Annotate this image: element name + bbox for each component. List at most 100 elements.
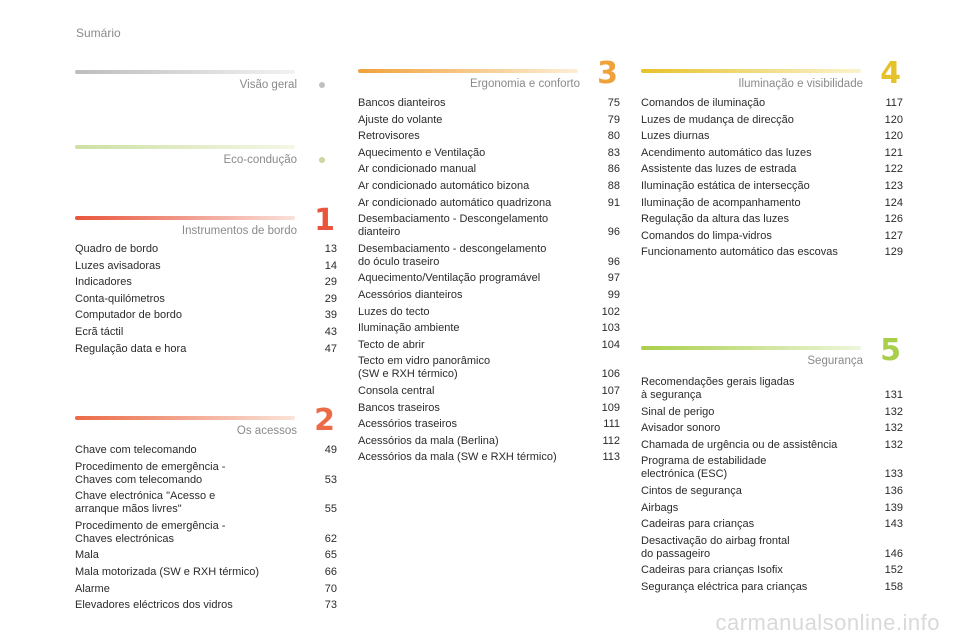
toc-entry[interactable]: Ar condicionado manual 86 (358, 163, 620, 176)
toc-entry-label: Luzes de mudança de direcção (641, 113, 794, 126)
toc-entry[interactable]: Desembaciamento - Descongelamento diante… (358, 213, 620, 239)
toc-entry[interactable]: Acendimento automático das luzes 121 (641, 147, 903, 160)
toc-entry-label: Acessórios dianteiros (358, 288, 463, 301)
toc-entry[interactable]: Mala motorizada (SW e RXH térmico) 66 (75, 566, 337, 579)
toc-entry[interactable]: Indicadores 29 (75, 276, 337, 289)
toc-entry-label: Desembaciamento - Descongelamento diante… (358, 213, 549, 239)
toc-entry-label: Procedimento de emergência - Chaves com … (75, 460, 226, 486)
toc-entry[interactable]: Desactivação do airbag frontal do passag… (641, 535, 903, 561)
toc-entry-label: Aquecimento e Ventilação (358, 146, 486, 159)
toc-entry-label: Ajuste do volante (358, 113, 443, 126)
bullet-dot-icon (319, 157, 325, 163)
toc-entry[interactable]: Procedimento de emergência - Chaves elec… (75, 520, 337, 546)
toc-entry-page: 49 (324, 444, 337, 456)
toc-entry-page: 86 (607, 163, 620, 176)
toc-entry-label: Mala motorizada (SW e RXH térmico) (75, 565, 259, 578)
toc-entry[interactable]: Aquecimento e Ventilação 83 (358, 147, 620, 160)
toc-entry-page: 143 (884, 518, 903, 531)
toc-entry[interactable]: Iluminação estática de intersecção 123 (641, 180, 903, 193)
toc-entry[interactable]: Quadro de bordo 13 (75, 243, 337, 256)
toc-entry[interactable]: Recomendações gerais ligadas à segurança… (641, 376, 903, 402)
toc-entry[interactable]: Tecto de abrir 104 (358, 339, 620, 352)
toc-entry[interactable]: Luzes do tecto 102 (358, 306, 620, 319)
toc-entry-page: 47 (324, 342, 337, 355)
toc-entry-page: 103 (601, 322, 620, 335)
toc-entry[interactable]: Airbags 139 (641, 502, 903, 515)
toc-entry[interactable]: Cintos de segurança 136 (641, 485, 903, 498)
toc-entry[interactable]: Iluminação ambiente 103 (358, 322, 620, 335)
toc-entry[interactable]: Sinal de perigo 132 (641, 406, 903, 419)
toc-entry-page: 65 (324, 549, 337, 562)
toc-entry-page: 14 (324, 259, 337, 272)
toc-entry[interactable]: Chave com telecomando 49 (75, 444, 337, 457)
toc-entry[interactable]: Iluminação de acompanhamento 124 (641, 197, 903, 210)
toc-entry-label: Alarme (75, 582, 110, 595)
toc-entry[interactable]: Avisador sonoro 132 (641, 422, 903, 435)
toc-entry[interactable]: Acessórios traseiros 111 (358, 418, 620, 431)
toc-entry-page: 73 (324, 599, 337, 612)
toc-entry[interactable]: Ajuste do volante 79 (358, 114, 620, 127)
toc-entry[interactable]: Regulação da altura das luzes 126 (641, 213, 903, 226)
toc-entry[interactable]: Tecto em vidro panorâmico (SW e RXH térm… (358, 355, 620, 381)
toc-entry[interactable]: Ecrã táctil 43 (75, 326, 337, 339)
toc-entry[interactable]: Luzes avisadoras 14 (75, 260, 337, 273)
toc-entry-label: Acendimento automático das luzes (641, 146, 812, 159)
toc-entry[interactable]: Bancos traseiros 109 (358, 402, 620, 415)
toc-entry[interactable]: Ar condicionado automático bizona 88 (358, 180, 620, 193)
toc-entry[interactable]: Computador de bordo 39 (75, 309, 337, 322)
toc-entry[interactable]: Assistente das luzes de estrada 122 (641, 163, 903, 176)
toc-entry[interactable]: Bancos dianteiros 75 (358, 97, 620, 110)
toc-entry-label: Acessórios da mala (SW e RXH térmico) (358, 451, 557, 464)
toc-entry[interactable]: Aquecimento/Ventilação programável 97 (358, 272, 620, 285)
toc-entry-page: 39 (324, 309, 337, 322)
toc-entry[interactable]: Luzes de mudança de direcção 120 (641, 114, 903, 127)
toc-entry[interactable]: Desembaciamento - descongelamento do ócu… (358, 243, 620, 269)
toc-list: Bancos dianteiros 75 Ajuste do volante 79 Re… (358, 97, 620, 464)
toc-entry-label: Sinal de perigo (641, 405, 715, 418)
toc-entry-page: 127 (884, 229, 903, 242)
toc-entry-page: 97 (607, 272, 620, 285)
toc-entry-label: Tecto em vidro panorâmico (SW e RXH térm… (358, 355, 491, 381)
toc-entry-page: 117 (885, 97, 903, 109)
toc-entry[interactable]: Programa de estabilidade electrónica (ES… (641, 455, 903, 481)
toc-entry[interactable]: Elevadores eléctricos dos vidros 73 (75, 599, 337, 612)
section-title: Os acessos (236, 425, 297, 437)
toc-entry[interactable]: Comandos do limpa-vidros 127 (641, 230, 903, 243)
section-bar (75, 216, 295, 220)
toc-entry[interactable]: Cadeiras para crianças 143 (641, 518, 903, 531)
toc-entry[interactable]: Funcionamento automático das escovas 129 (641, 246, 903, 259)
toc-entry[interactable]: Cadeiras para crianças Isofix 152 (641, 564, 903, 577)
toc-entry[interactable]: Ar condicionado automático quadrizona 91 (358, 197, 620, 210)
toc-entry[interactable]: Acessórios da mala (Berlina) 112 (358, 435, 620, 448)
toc-entry[interactable]: Segurança eléctrica para crianças 158 (641, 581, 903, 594)
section-visao-geral[interactable]: Visão geral (75, 70, 337, 94)
section-number-1: 1 (314, 203, 335, 238)
toc-entry[interactable]: Consola central 107 (358, 385, 620, 398)
section-bar (75, 70, 295, 74)
toc-entry-page: 70 (324, 582, 337, 595)
toc-entry-label: Computador de bordo (75, 309, 183, 322)
toc-entry[interactable]: Comandos de iluminação 117 (641, 97, 903, 110)
toc-entry[interactable]: Mala 65 (75, 549, 337, 562)
toc-entry[interactable]: Retrovisores 80 (358, 130, 620, 143)
toc-entry-label: Acessórios da mala (Berlina) (358, 434, 499, 447)
toc-entry[interactable]: Acessórios dianteiros 99 (358, 289, 620, 302)
toc-entry-page: 126 (884, 213, 903, 226)
toc-entry-label: Conta-quilómetros (75, 292, 165, 305)
toc-entry[interactable]: Luzes diurnas 120 (641, 130, 903, 143)
toc-entry-page: 120 (884, 130, 903, 143)
toc-entry[interactable]: Chamada de urgência ou de assistência 132 (641, 439, 903, 452)
toc-entry-label: Segurança eléctrica para crianças (641, 580, 808, 593)
toc-entry-label: Consola central (358, 384, 435, 397)
toc-entry-label: Mala (75, 549, 99, 562)
toc-entry[interactable]: Acessórios da mala (SW e RXH térmico) 113 (358, 451, 620, 464)
toc-entry-label: Ar condicionado manual (358, 163, 477, 176)
toc-entry[interactable]: Alarme 70 (75, 583, 337, 596)
toc-entry[interactable]: Procedimento de emergência - Chaves com … (75, 461, 337, 487)
toc-entry[interactable]: Chave electrónica "Acesso e arranque mão… (75, 490, 337, 516)
section-number-3: 3 (597, 56, 618, 91)
toc-entry[interactable]: Conta-quilómetros 29 (75, 293, 337, 306)
toc-entry-page: 29 (324, 292, 337, 305)
section-eco-conducao[interactable]: Eco-condução (75, 145, 337, 169)
toc-entry[interactable]: Regulação data e hora 47 (75, 343, 337, 356)
